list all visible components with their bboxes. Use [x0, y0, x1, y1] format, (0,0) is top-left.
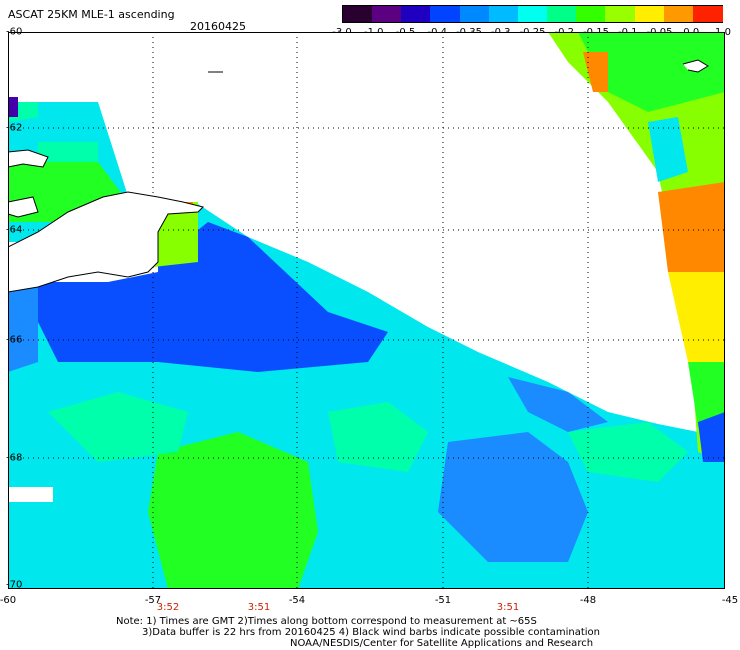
y-tick-label: -70 [6, 579, 23, 591]
colorbar-segment [634, 6, 665, 22]
x-tick-label: -57 [144, 595, 162, 606]
figure-date: 20160425 [190, 20, 246, 33]
time-label: 3:51 [496, 602, 520, 613]
ocean-wind-field [8, 32, 725, 589]
time-label: 3:52 [156, 602, 180, 613]
coastline [8, 59, 709, 293]
colorbar-segment [576, 6, 607, 22]
colorbar-segment [605, 6, 636, 22]
wind-region [8, 282, 38, 372]
note-line: NOAA/NESDIS/Center for Satellite Applica… [290, 638, 594, 649]
island-coastline [8, 196, 39, 218]
x-tick-label: -48 [579, 595, 597, 606]
wind-map [8, 32, 725, 589]
colorbar-segment [517, 6, 548, 22]
colorbar-segment [488, 6, 519, 22]
no-data-region [8, 487, 53, 502]
y-tick-label: -62 [6, 122, 23, 134]
y-tick-label: -68 [6, 452, 23, 464]
map-frame [8, 32, 725, 589]
note-line: Note: 1) Times are GMT 2)Times along bot… [116, 616, 537, 627]
y-tick-label: -60 [6, 26, 23, 38]
colorbar [342, 5, 723, 23]
wind-region [688, 362, 725, 432]
figure-title: ASCAT 25KM MLE-1 ascending [8, 8, 175, 21]
colorbar-segment [401, 6, 432, 22]
south-orkney-coastline [682, 59, 709, 73]
y-tick-label: -64 [6, 224, 23, 236]
wind-region [648, 117, 688, 182]
peninsula-coastline [8, 191, 204, 293]
wind-region [48, 392, 188, 462]
wind-region [8, 97, 18, 117]
note-line: 3)Data buffer is 22 hrs from 20160425 4)… [142, 627, 600, 638]
x-tick-label: -51 [434, 595, 452, 606]
wind-region [38, 222, 388, 372]
wind-region [668, 272, 725, 362]
wind-region [698, 412, 725, 462]
wind-region [508, 377, 608, 432]
colorbar-segment [547, 6, 577, 22]
wind-region [148, 432, 318, 589]
island-coastline [8, 149, 49, 168]
x-tick-label: -54 [288, 595, 306, 606]
x-tick-label: -60 [0, 595, 17, 606]
time-label: 3:51 [247, 602, 271, 613]
y-tick-label: -66 [6, 334, 23, 346]
wind-region [568, 422, 688, 482]
colorbar-segment [663, 6, 694, 22]
wind-region [438, 432, 588, 562]
colorbar-segment [459, 6, 490, 22]
colorbar-segment [430, 6, 461, 22]
colorbar-segment [343, 6, 373, 22]
wind-region [328, 402, 428, 472]
wind-region [578, 32, 725, 112]
wind-region [658, 182, 725, 272]
colorbar-segment [372, 6, 403, 22]
colorbar-segment [692, 6, 723, 22]
wind-region [583, 52, 608, 92]
x-tick-label: -45 [721, 595, 739, 606]
